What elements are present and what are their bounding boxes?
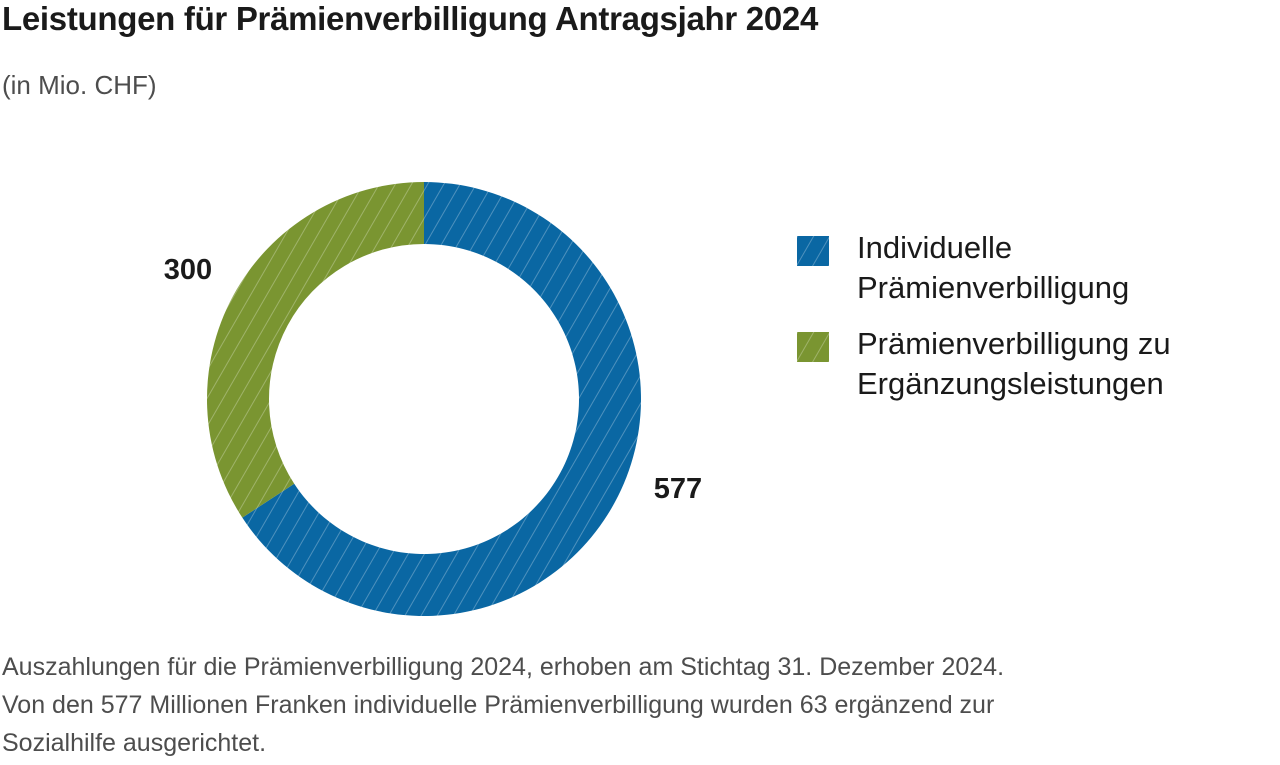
footnote-line: Sozialhilfe ausgerichtet. [2, 729, 267, 757]
legend-label-line: Prämienverbilligung [857, 270, 1130, 305]
footnote-line: Von den 577 Millionen Franken individuel… [2, 691, 995, 719]
legend-swatch-fill [797, 332, 829, 362]
legend-swatch-individual [797, 236, 829, 266]
chart-subtitle: (in Mio. CHF) [2, 70, 157, 100]
legend-label-line: Individuelle [857, 230, 1013, 265]
legend-swatch-fill [797, 236, 829, 266]
slice-value-label: 300 [164, 254, 212, 286]
donut-slice-supplementary [206, 182, 424, 518]
legend-label-line: Prämienverbilligung zu [857, 326, 1171, 361]
chart-legend: Individuelle Prämienverbilligung Prämien… [797, 228, 1257, 420]
legend-label-line: Ergänzungsleistungen [857, 366, 1164, 401]
footnote-line: Auszahlungen für die Prämienverbilligung… [2, 653, 1005, 681]
donut-slice-individual [242, 182, 641, 616]
donut-slices [206, 182, 641, 616]
legend-swatch-supplementary [797, 332, 829, 362]
slice-value-label: 577 [654, 473, 702, 505]
legend-item-individual: Individuelle Prämienverbilligung [797, 228, 1257, 308]
chart-title: Leistungen für Prämienverbilligung Antra… [2, 0, 819, 37]
legend-item-supplementary: Prämienverbilligung zu Ergänzungsleistun… [797, 324, 1257, 404]
chart-footnote: Auszahlungen für die Prämienverbilligung… [2, 648, 1272, 762]
donut-value-labels: 577 300 [164, 254, 702, 505]
